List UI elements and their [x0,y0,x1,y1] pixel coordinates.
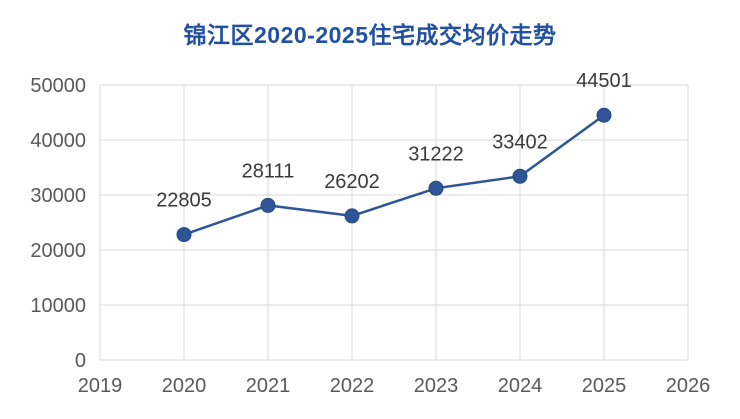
data-point [176,227,192,243]
data-label: 22805 [156,190,212,212]
y-tick-label: 10000 [30,295,86,317]
y-tick-label: 20000 [30,240,86,262]
x-tick-label: 2020 [162,375,207,397]
data-label: 31222 [408,143,464,165]
data-point [512,168,528,184]
chart-title: 锦江区2020-2025住宅成交均价走势 [183,22,557,48]
y-tick-label: 30000 [30,185,86,207]
x-tick-label: 2023 [414,375,459,397]
data-label: 44501 [576,70,632,92]
y-tick-label: 0 [75,350,86,372]
x-tick-label: 2025 [582,375,627,397]
x-tick-label: 2019 [78,375,123,397]
chart-svg: 0 10000 20000 30000 40000 50000 2019 2020 2021 20… [30,70,711,397]
data-point [344,208,360,224]
x-tick-label: 2021 [246,375,291,397]
data-label: 28111 [242,160,295,182]
data-label: 33402 [492,131,548,153]
y-tick-label: 50000 [30,75,86,97]
x-tick-label: 2022 [330,375,375,397]
x-tick-label: 2026 [666,375,711,397]
data-point [260,197,276,213]
data-point [596,107,612,123]
data-point [428,180,444,196]
data-label: 26202 [324,171,380,193]
x-tick-label: 2024 [498,375,543,397]
series-line [182,113,606,236]
y-tick-label: 40000 [30,130,86,152]
